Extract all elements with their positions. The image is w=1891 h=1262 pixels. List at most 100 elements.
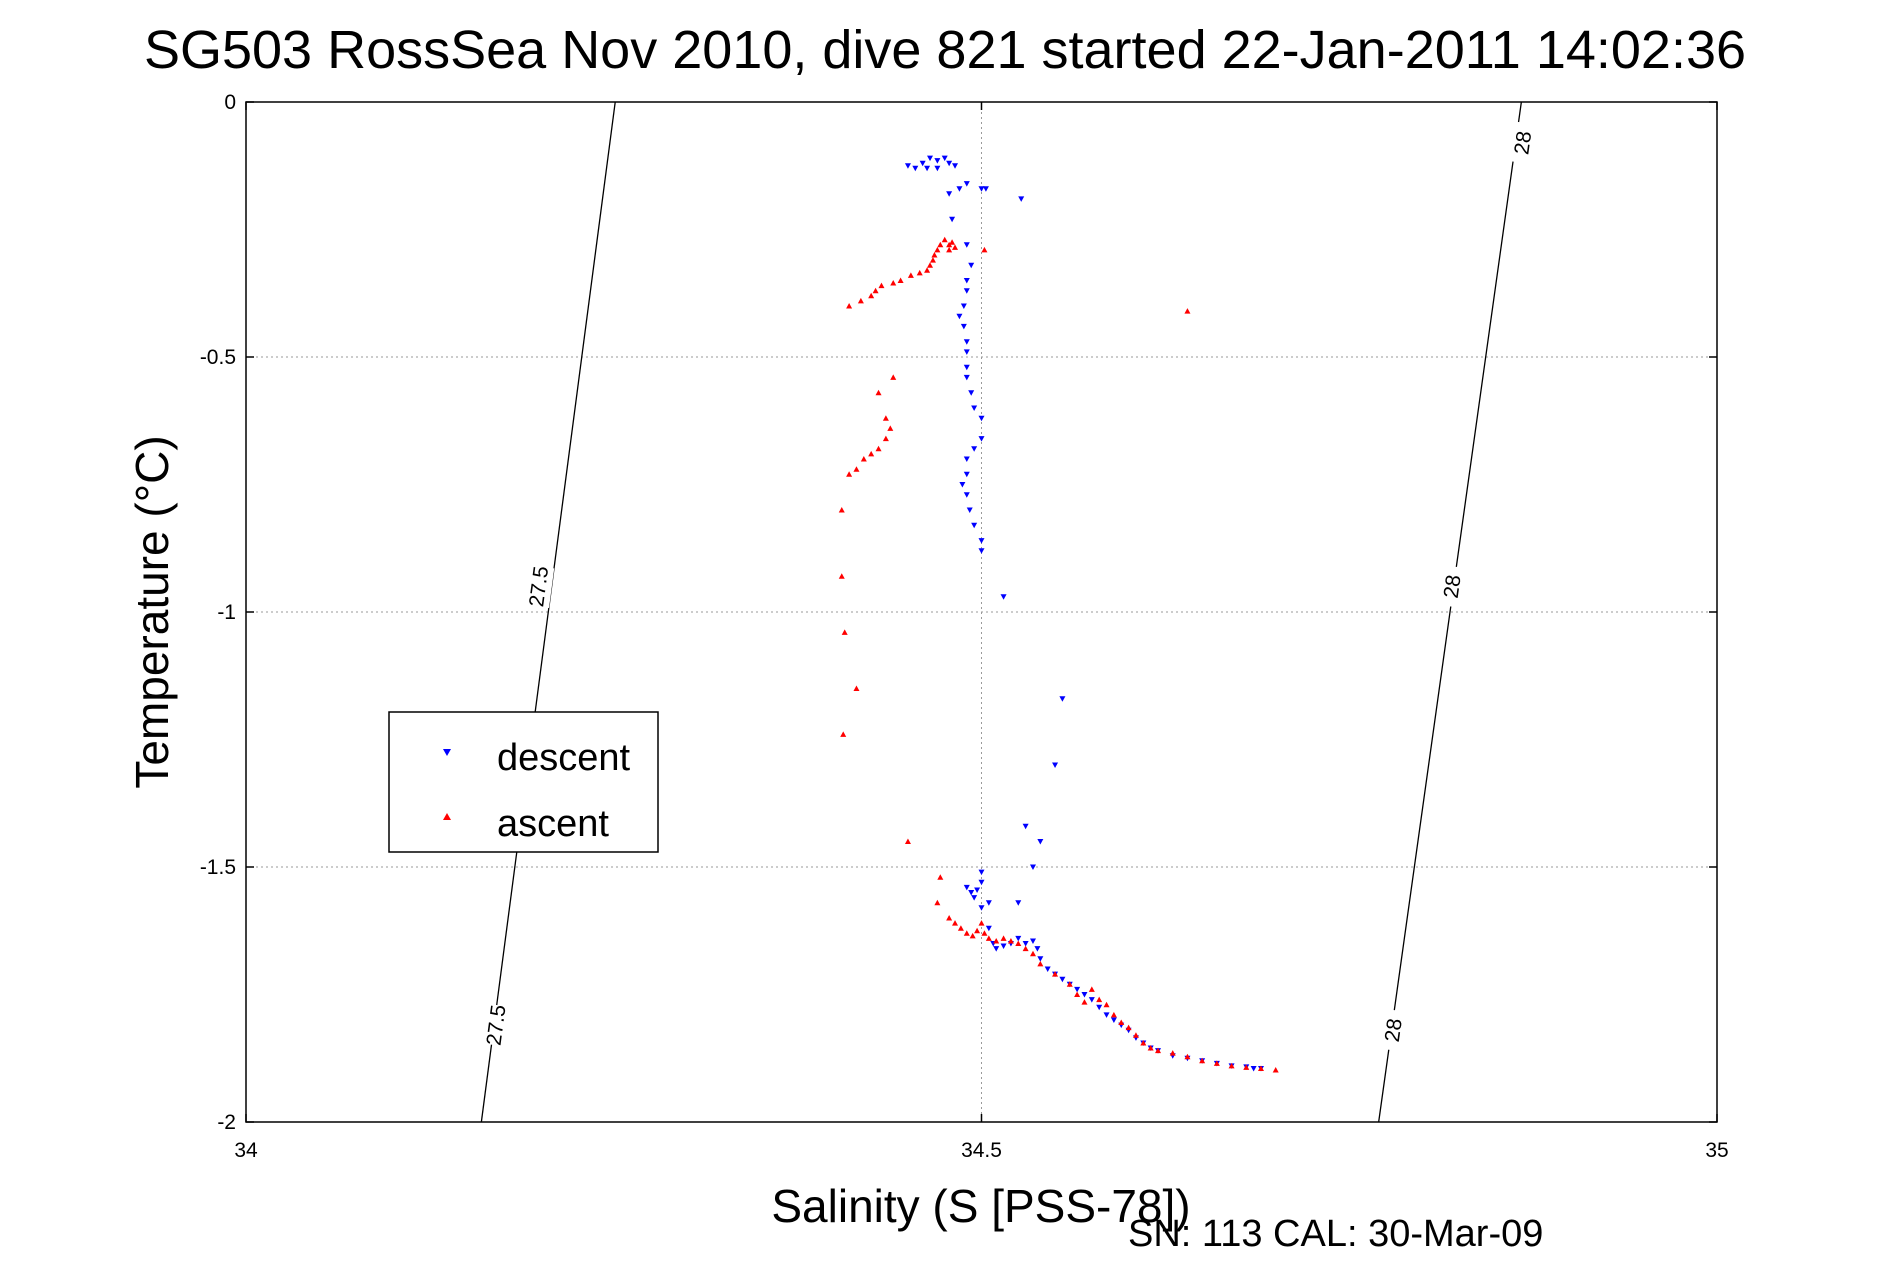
contour-label-bg xyxy=(480,1003,512,1047)
ascent-point xyxy=(1074,991,1081,997)
ascent-point xyxy=(1213,1060,1220,1066)
ascent-point xyxy=(868,450,875,457)
descent-point xyxy=(1034,946,1041,952)
ascent-point xyxy=(952,920,959,926)
ascent-point xyxy=(904,838,911,844)
descent-point xyxy=(904,163,911,169)
contour-label-bg xyxy=(523,564,555,609)
ascent-point xyxy=(934,899,941,906)
descent-point xyxy=(963,492,970,498)
ascent-point xyxy=(1155,1047,1162,1054)
descent-point xyxy=(1029,864,1036,870)
ascent-point xyxy=(981,930,988,936)
contour-label-bg xyxy=(1436,564,1468,609)
descent-point xyxy=(927,155,934,162)
ascent-point xyxy=(1088,986,1095,992)
descent-point xyxy=(1044,966,1051,972)
descent-point xyxy=(1250,1065,1257,1072)
descent-point xyxy=(956,186,963,192)
ascent-point xyxy=(1132,1032,1139,1038)
descent-point xyxy=(1022,941,1029,947)
ascent-point xyxy=(946,915,953,921)
descent-point xyxy=(982,186,989,192)
descent-point xyxy=(946,160,953,167)
descent-point xyxy=(1052,762,1059,768)
ascent-point xyxy=(838,507,845,513)
ascent-point xyxy=(1000,935,1007,941)
ascent-point xyxy=(978,920,985,926)
ascent-point xyxy=(1052,971,1059,977)
ascent-point xyxy=(993,937,1000,944)
descent-point xyxy=(1029,938,1036,944)
legend-ascent-marker xyxy=(443,813,451,820)
x-tick-label: 35 xyxy=(1705,1139,1728,1162)
ascent-point xyxy=(846,303,853,309)
footer-calibration: SN: 113 CAL: 30-Mar-09 xyxy=(1128,1213,1543,1255)
ascent-point xyxy=(974,927,981,934)
descent-point xyxy=(978,186,985,192)
ascent-point xyxy=(840,731,847,737)
y-tick-label: -1 xyxy=(217,601,236,624)
ascent-point xyxy=(931,252,938,258)
ascent-point xyxy=(946,246,953,253)
ascent-point xyxy=(882,435,889,442)
ascent-point xyxy=(868,292,875,299)
descent-point xyxy=(963,278,970,284)
descent-point xyxy=(1022,823,1029,830)
density-contours: 27.5 27.5 28 28 28 xyxy=(480,101,1539,1123)
ascent-point xyxy=(887,425,894,431)
ascent-point xyxy=(1103,1001,1110,1008)
descent-point xyxy=(971,405,978,411)
ascent-point xyxy=(853,685,860,691)
descent-point xyxy=(963,181,970,187)
ascent-point xyxy=(1081,999,1088,1005)
series-ascent xyxy=(838,236,1279,1073)
ascent-point xyxy=(1125,1024,1132,1031)
ascent-point xyxy=(838,573,845,579)
ascent-point xyxy=(981,246,988,253)
descent-point xyxy=(952,163,959,169)
ascent-point xyxy=(1110,1011,1117,1018)
ascent-point xyxy=(875,445,882,452)
descent-point xyxy=(978,548,985,554)
x-tick-label: 34.5 xyxy=(961,1139,1002,1162)
ascent-point xyxy=(882,415,889,421)
descent-point xyxy=(978,879,985,886)
contour-label: 28 xyxy=(1440,573,1466,599)
descent-point xyxy=(1018,196,1025,202)
descent-point xyxy=(968,890,975,896)
legend: descent ascent xyxy=(388,711,659,853)
descent-point xyxy=(963,288,970,294)
ascent-point xyxy=(878,282,885,289)
ascent-point xyxy=(890,280,897,286)
contour-label-bg xyxy=(1507,121,1539,165)
descent-point xyxy=(960,323,967,330)
ascent-point xyxy=(1037,960,1044,967)
ascent-point xyxy=(927,262,934,268)
ascent-point xyxy=(985,935,992,941)
descent-point xyxy=(963,339,970,345)
descent-point xyxy=(978,538,985,544)
descent-point xyxy=(978,905,985,911)
ascent-point xyxy=(890,374,897,380)
descent-point xyxy=(963,456,970,462)
descent-point xyxy=(924,165,931,172)
x-axis-label: Salinity (S [PSS-78]) xyxy=(771,1180,1190,1232)
ascent-point xyxy=(969,932,976,939)
chart-title: SG503 RossSea Nov 2010, dive 821 started… xyxy=(144,20,1746,80)
descent-point xyxy=(959,482,966,488)
descent-point xyxy=(1088,997,1095,1003)
ascent-point xyxy=(872,287,879,294)
ascent-point xyxy=(1147,1045,1154,1051)
legend-box xyxy=(388,711,659,853)
descent-point xyxy=(963,364,970,371)
descent-point xyxy=(963,471,970,478)
descent-point xyxy=(1096,1004,1103,1011)
descent-point xyxy=(1059,976,1066,983)
ascent-point xyxy=(1228,1062,1235,1069)
ascent-point xyxy=(860,456,867,462)
descent-point xyxy=(1015,900,1022,906)
descent-point xyxy=(971,895,978,901)
descent-point xyxy=(1103,1012,1110,1018)
